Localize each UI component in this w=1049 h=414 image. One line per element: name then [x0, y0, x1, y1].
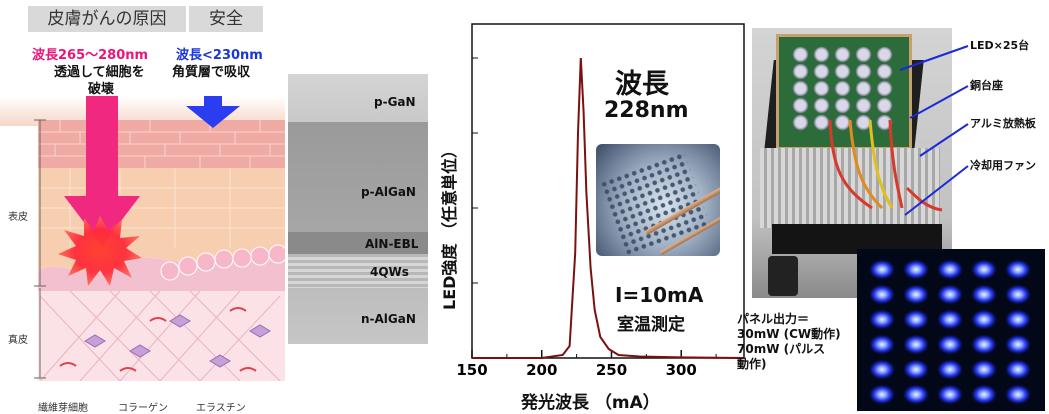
led-wires — [828, 119, 943, 212]
label-cooling-fan: 冷却用ファン — [970, 159, 1036, 172]
desc-harmful-1: 透過して細胞を — [54, 65, 145, 80]
label-copper-base: 銅台座 — [970, 79, 1003, 92]
label-pointers — [899, 45, 969, 216]
epidermis-label: 表皮 — [8, 212, 28, 223]
lit-led-array-photo — [857, 249, 1045, 411]
label-heat-sink: アルミ放熱板 — [970, 117, 1036, 130]
wave-label-safe: 波長<230nm — [176, 48, 263, 63]
layer-4qws: 4QWs — [370, 265, 409, 279]
wave-label-harmful: 波長265～280nm — [32, 48, 149, 63]
damage-burst — [58, 216, 142, 286]
plot-frame — [471, 23, 745, 359]
x-tick-label-200: 200 — [526, 361, 557, 379]
panel-output-cw: 30mW (CW動作) — [737, 327, 841, 341]
spectrum-line — [472, 57, 745, 359]
desc-harmful-2: 破壊 — [88, 82, 115, 97]
tag-cancer-cause: 皮膚がんの原因 — [28, 6, 186, 32]
y-axis-label: LED強度 （任意単位） — [440, 142, 459, 310]
annotation-current: I=10mA — [615, 283, 704, 307]
x-tick-label-250: 250 — [596, 361, 627, 379]
tem-cross-section — [288, 74, 428, 344]
legend-elastin: エラスチン — [196, 403, 246, 414]
emission-spectrum-chart: 150 200 250 300 — [456, 23, 745, 379]
annotation-wave-value: 228nm — [604, 98, 689, 123]
legend-fibroblast: 繊維芽細胞 — [38, 403, 88, 414]
layer-p-gan: p-GaN — [374, 95, 416, 109]
x-tick-label-300: 300 — [666, 361, 697, 379]
panel-output-title: パネル出力＝ — [737, 312, 810, 326]
annotation-wave-label: 波長 — [615, 69, 669, 100]
label-led-count: LED×25台 — [970, 39, 1030, 52]
skin-diagram — [0, 96, 285, 391]
panel-output-pulse-2: 動作) — [737, 357, 767, 371]
panel-output-pulse: 70mW (パルス — [737, 342, 826, 356]
x-axis-label: 発光波長 （mA） — [521, 393, 660, 413]
layer-p-algan: p-AlGaN — [361, 185, 416, 199]
dermis-label: 真皮 — [8, 335, 28, 346]
x-tick-label-150: 150 — [456, 361, 487, 379]
annotation-room-temp: 室温測定 — [617, 315, 685, 335]
tag-safe: 安全 — [189, 6, 263, 32]
layer-aln-ebl: AlN-EBL — [365, 237, 419, 251]
layer-n-algan: n-AlGaN — [361, 312, 416, 326]
probe-photo — [596, 144, 720, 256]
desc-safe: 角質層で吸収 — [172, 65, 251, 80]
legend-collagen: コラーゲン — [118, 403, 168, 414]
